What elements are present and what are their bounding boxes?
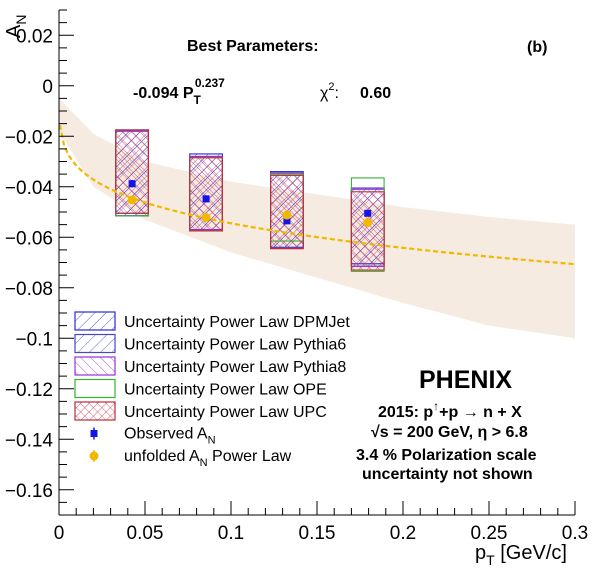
legend: Uncertainty Power Law DPMJet Uncertainty … [74, 311, 350, 469]
legend-series-label-rest-1: Power Law [208, 448, 292, 465]
fit-uncertainty-band [59, 98, 575, 339]
annotation-line-1: 2015: p↑+p → n + X [378, 399, 522, 421]
legend-marker-0 [90, 430, 98, 437]
x-tick-label-1: 0.05 [127, 523, 164, 544]
fit-formula-sub: T [193, 93, 201, 107]
axes: 0 0.05 0.1 0.15 0.2 0.25 0.3 0.02 0 −0.02 −0.04 −0.… [3, 9, 588, 568]
experiment-label: PHENIX [419, 366, 512, 394]
legend-swatch-1 [74, 333, 116, 354]
annotation-line-1-arrow: ↑ [433, 399, 439, 413]
x-tick-label-5: 0.25 [471, 523, 508, 544]
fit-formula: -0.094 PT 0.237 [133, 76, 225, 107]
legend-series-label-sub-1: N [200, 457, 208, 469]
fit-title: Best Parameters: [187, 38, 319, 55]
x-axis-title: pT [GeV/c] [475, 542, 567, 568]
legend-label-4: Uncertainty Power Law UPC [124, 404, 327, 421]
legend-series-label-1: unfolded AN Power Law [124, 448, 292, 469]
legend-swatch-2 [74, 356, 116, 376]
legend-label-2: Uncertainty Power Law Pythia8 [124, 359, 346, 376]
point-observed-0 [128, 180, 136, 188]
point-unfolded-3 [363, 218, 373, 228]
annotation-line-1-a: 2015: p [378, 404, 433, 421]
point-unfolded-2 [282, 210, 292, 220]
fit-formula-coef: -0.094 P [133, 85, 194, 102]
legend-label-3: Uncertainty Power Law OPE [124, 382, 327, 399]
x-tick-label-2: 0.1 [218, 523, 244, 544]
systematic-boxes [115, 129, 385, 272]
y-tick-label-3: −0.04 [5, 178, 54, 199]
y-tick-label-0: 0.02 [16, 26, 53, 47]
x-tick-label-0: 0 [54, 523, 65, 544]
annotation-line-2: √s = 200 GeV, η > 6.8 [371, 424, 528, 441]
y-tick-label-9: −0.16 [5, 481, 53, 502]
legend-label-1: Uncertainty Power Law Pythia6 [124, 337, 346, 354]
point-observed-1 [202, 195, 210, 203]
chi2-value: 0.60 [360, 85, 391, 102]
point-observed-3 [364, 209, 372, 217]
x-axis-title-sub: T [486, 552, 495, 568]
chi2-label: χ2: [320, 81, 339, 102]
annotation-line-4: uncertainty not shown [362, 466, 533, 483]
legend-series-label-main-1: unfolded A [124, 448, 200, 465]
y-tick-label-8: −0.14 [5, 430, 54, 451]
y-tick-label-5: −0.08 [5, 279, 53, 300]
x-tick-label-6: 0.3 [562, 523, 588, 544]
chi2-symbol: χ [320, 85, 329, 102]
fit-formula-exp: 0.237 [195, 76, 225, 90]
point-observed-2 [283, 217, 291, 225]
legend-swatch-4 [74, 401, 116, 421]
legend-series-label-main-0: Observed A [124, 426, 208, 443]
legend-series-label-sub-0: N [208, 435, 216, 447]
point-unfolded-0 [127, 195, 137, 205]
legend-series-label-0: Observed AN [124, 426, 216, 447]
legend-label-0: Uncertainty Power Law DPMJet [124, 314, 350, 331]
legend-swatch-3 [74, 378, 116, 399]
syst-box-4-3 [350, 191, 385, 271]
x-tick-label-3: 0.15 [299, 523, 336, 544]
y-tick-label-2: −0.02 [5, 127, 53, 148]
y-axis-title: AN [3, 15, 29, 38]
fit-line [58, 124, 576, 266]
fit-curve [58, 124, 576, 266]
legend-swatch-0 [74, 311, 116, 331]
panel-label: (b) [527, 39, 547, 56]
x-tick-label-4: 0.2 [390, 523, 416, 544]
y-tick-label-4: −0.06 [5, 228, 53, 249]
chi2-sep: : [335, 85, 339, 102]
y-tick-label-1: 0 [42, 77, 53, 98]
y-tick-label-7: −0.12 [5, 380, 53, 401]
band-area [59, 98, 575, 339]
point-unfolded-1 [201, 213, 211, 223]
y-tick-label-6: −0.1 [15, 329, 53, 350]
data-points [127, 179, 373, 228]
x-axis-title-unit: [GeV/c] [495, 542, 567, 564]
annotation-line-1-b: +p → n + X [439, 404, 522, 421]
y-axis-title-sub: N [13, 15, 29, 25]
annotation-line-3: 3.4 % Polarization scale [356, 447, 537, 464]
x-axis-title-main: p [475, 542, 486, 564]
y-axis-title-main: A [3, 24, 25, 38]
chi2-exp: 2 [328, 81, 334, 93]
legend-marker-1 [89, 451, 99, 461]
